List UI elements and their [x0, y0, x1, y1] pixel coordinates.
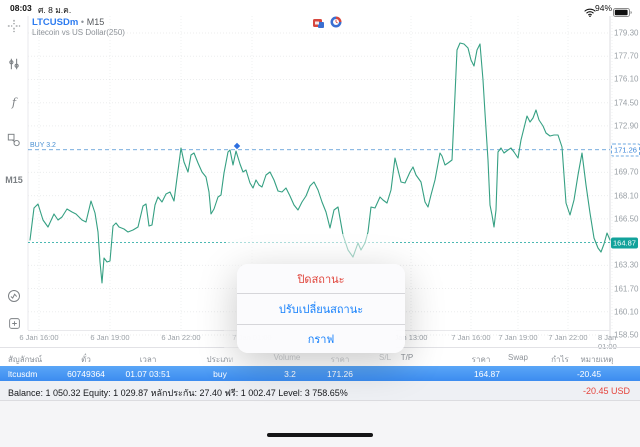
current-price-badge: 164.87	[611, 237, 638, 249]
column-header: ราคา	[471, 355, 491, 364]
status-clock: 08:03	[10, 3, 32, 13]
toolbar-function-icon[interactable]: f	[4, 95, 24, 109]
column-header: สัญลักษณ์	[8, 355, 43, 364]
price-tick-label: 176.10	[614, 74, 639, 84]
floating-profit: -20.45 USD	[582, 386, 630, 396]
row-cell: ltcusdm	[8, 369, 38, 379]
battery-percent: 94%	[594, 3, 612, 13]
row-cell: -20.45	[576, 369, 602, 379]
chart-symbol-title[interactable]: LTCUSDm • M15	[32, 17, 104, 28]
context-menu-item[interactable]: กราฟ	[237, 323, 405, 353]
price-tick-label: 174.50	[614, 98, 639, 108]
context-menu-item[interactable]: ปรับเปลี่ยนสถานะ	[237, 293, 405, 323]
column-header: กำไร	[551, 355, 569, 364]
price-tick-label: 163.30	[614, 260, 639, 270]
clock-badge-icon[interactable]	[330, 15, 342, 33]
buy-price-badge: 171.26	[611, 143, 640, 157]
price-tick-label: 168.10	[614, 191, 639, 201]
row-cell: 3.2	[284, 369, 296, 379]
time-tick-label: 6 Jan 19:00	[90, 333, 130, 342]
price-tick-label: 172.90	[614, 121, 639, 131]
column-header: ประเภท	[206, 355, 234, 364]
time-tick-label: 7 Jan 22:00	[548, 333, 588, 342]
price-tick-label: 161.70	[614, 284, 639, 294]
toolbar-objects-icon[interactable]	[4, 133, 24, 147]
status-date: ศ. 8 ม.ค.	[38, 5, 72, 15]
price-tick-label: 158.50	[614, 330, 639, 340]
time-tick-label: 7 Jan 19:00	[498, 333, 538, 342]
row-cell: 60749364	[67, 369, 105, 379]
column-header: T/P	[400, 353, 414, 362]
time-tick-label: Jan 13:00	[394, 333, 428, 342]
price-tick-label: 169.70	[614, 167, 639, 177]
position-row-ltcusdm[interactable]	[0, 366, 640, 381]
svg-text:f: f	[11, 95, 18, 109]
time-tick-label: 6 Jan 22:00	[161, 333, 201, 342]
time-tick-label: 6 Jan 16:00	[19, 333, 59, 342]
price-tick-label: 166.50	[614, 214, 639, 224]
time-tick-label: 8 Jan 01:00	[598, 333, 617, 351]
price-tick-label: 160.10	[614, 307, 639, 317]
symbol-timeframe: M15	[86, 17, 105, 27]
buy-position-label: BUY 3.2	[30, 141, 56, 149]
toolbar-crosshair-icon[interactable]	[4, 19, 24, 33]
price-tick-label: 177.70	[614, 51, 639, 61]
row-cell: 01.07 03:51	[125, 369, 171, 379]
column-header: เวลา	[139, 355, 157, 364]
battery-icon	[613, 4, 632, 22]
account-bar: Balance: 1 050.32 Equity: 1 029.87 หลักป…	[0, 381, 640, 400]
column-header: ตั๋ว	[81, 355, 91, 364]
toolbar-wave-circle-icon[interactable]	[4, 289, 24, 303]
timeframe-button[interactable]: M15	[5, 175, 23, 185]
symbol-name: LTCUSDm	[32, 17, 79, 28]
row-cell: buy	[213, 369, 227, 379]
time-tick-label: 7 Jan 16:00	[451, 333, 491, 342]
indicator-badge-icon[interactable]	[313, 16, 325, 34]
context-menu-item[interactable]: ปิดสถานะ	[297, 273, 345, 286]
wifi-icon	[584, 4, 596, 22]
row-cell: 171.26	[327, 369, 353, 379]
symbol-separator: •	[80, 17, 85, 27]
price-tick-label: 179.30	[614, 28, 639, 38]
column-header: หมายเหตุ	[580, 355, 614, 364]
column-header: Swap	[507, 353, 529, 362]
symbol-description: Litecoin vs US Dollar(250)	[32, 28, 125, 37]
toolbar-indicators-icon[interactable]	[4, 57, 24, 71]
context-menu: ปิดสถานะปรับเปลี่ยนสถานะ กราฟ	[237, 264, 405, 353]
account-summary: Balance: 1 050.32 Equity: 1 029.87 หลักป…	[8, 388, 348, 398]
row-cell: 164.87	[474, 369, 500, 379]
toolbar-new-window-icon[interactable]	[4, 317, 24, 330]
bottom-tab-bar: ราคากราฟการซื้อขายประวัติข่าวกล่องจดหมาย…	[0, 400, 640, 447]
home-indicator[interactable]	[267, 433, 373, 437]
